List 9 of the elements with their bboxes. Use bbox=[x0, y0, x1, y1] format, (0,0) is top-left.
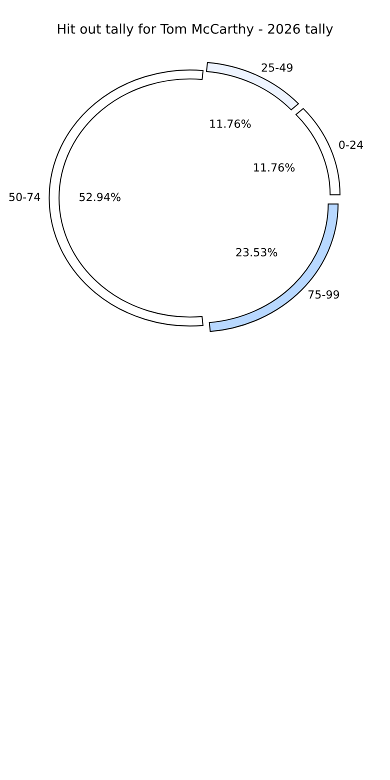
data-label: 52.94% bbox=[80, 192, 120, 202]
chart-title: Hit out tally for Tom McCarthy - 2026 tally bbox=[58, 24, 333, 36]
data-label: 11.76% bbox=[210, 120, 251, 128]
slice-label: 25-49 bbox=[262, 63, 292, 72]
slice-label: 75-99 bbox=[308, 290, 340, 299]
data-label: 11.76% bbox=[254, 163, 295, 172]
data-label: 23.53% bbox=[236, 248, 278, 256]
slice-label: 50-74 bbox=[9, 192, 40, 202]
slice-label: 0-24 bbox=[339, 140, 363, 149]
